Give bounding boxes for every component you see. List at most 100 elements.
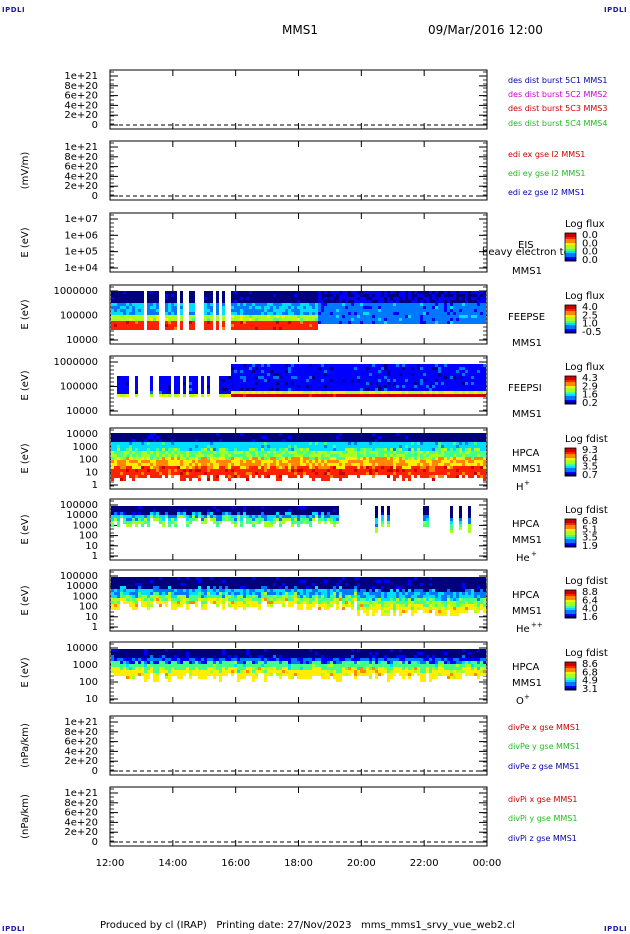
spacecraft-label: MMS1 xyxy=(512,266,542,277)
colorbar-tick-label: 3.5 xyxy=(582,462,598,473)
colorbar-title: Log fdist xyxy=(565,648,608,659)
y-tick-label: 1000000 xyxy=(53,286,98,297)
colorbar-swatch xyxy=(565,311,576,314)
y-tick-label: 1000 xyxy=(73,520,98,531)
y-tick-label: 10000 xyxy=(66,429,98,440)
colorbar-tick-label: 1.0 xyxy=(582,319,598,330)
y-tick-label: 1000 xyxy=(73,591,98,602)
panel-feepse: E (eV) 1000000 100000 10000 FEEPSE MMS1 Log fl… xyxy=(20,284,605,349)
species-label: He xyxy=(516,624,530,635)
spacecraft-label: MMS1 xyxy=(512,338,542,349)
species-charge: + xyxy=(524,479,530,487)
y-tick-label: 1e+05 xyxy=(64,247,98,258)
y-tick-label: 6e+20 xyxy=(64,162,98,173)
colorbar-frame xyxy=(564,661,577,691)
y-tick-label: 100000 xyxy=(60,382,98,393)
colorbar-swatch xyxy=(565,251,576,254)
colorbar-swatch xyxy=(565,676,576,679)
colorbar-tick-label: 3.5 xyxy=(582,533,598,544)
colorbar-tick-label: 0.0 xyxy=(582,230,598,241)
colorbar-tick-label: 1.9 xyxy=(582,541,598,552)
y-tick-label: 100000 xyxy=(60,311,98,322)
colorbar-swatch xyxy=(565,237,576,240)
y-tick-label: 10 xyxy=(85,541,98,552)
colorbar-tick-label: 1.6 xyxy=(582,612,598,623)
y-tick-label: 1000000 xyxy=(53,357,98,368)
panel-frame xyxy=(109,69,488,130)
spacecraft-label: MMS1 xyxy=(512,409,542,420)
spacecraft-label: MMS1 xyxy=(512,678,542,689)
colorbar-swatch xyxy=(565,600,576,603)
y-tick-label: 0 xyxy=(92,120,98,131)
y-tick-label: 1e+06 xyxy=(64,230,98,241)
colorbar-swatch xyxy=(565,682,576,685)
colorbar-swatch xyxy=(565,610,576,613)
colorbar-swatch xyxy=(565,470,576,473)
x-tick-label: 12:00 xyxy=(96,858,125,869)
y-axis-label: E (eV) xyxy=(20,585,31,615)
colorbar-swatch xyxy=(565,543,576,546)
y-axis-label: E (eV) xyxy=(20,370,31,400)
x-tick-label: 00:00 xyxy=(473,858,502,869)
legend-entry: edi ey gse l2 MMS1 xyxy=(508,169,586,178)
x-tick-label: 20:00 xyxy=(347,858,376,869)
colorbar-swatch xyxy=(565,537,576,540)
colorbar-tick-label: 4.0 xyxy=(582,302,598,313)
colorbar-swatch xyxy=(565,319,576,322)
colorbar-frame xyxy=(564,375,577,405)
colorbar-swatch xyxy=(565,664,576,667)
colorbar-swatch xyxy=(565,380,576,383)
colorbar-tick-label: 0.7 xyxy=(582,470,598,481)
colorbar-tick-label: 6.8 xyxy=(582,667,598,678)
y-axis-label: (nPa/km) xyxy=(20,723,31,768)
datetime-title: 09/Mar/2016 12:00 xyxy=(428,23,543,37)
panel-frame xyxy=(109,786,488,847)
colorbar-swatch xyxy=(565,458,576,461)
colorbar-swatch xyxy=(565,529,576,532)
colorbar-swatch xyxy=(565,329,576,332)
y-tick-label: 6e+20 xyxy=(64,737,98,748)
corner-label-bl: IPDLI xyxy=(2,925,26,933)
y-tick-label: 100000 xyxy=(60,571,98,582)
species-charge: ++ xyxy=(531,621,543,629)
colorbar-swatch xyxy=(565,452,576,455)
y-tick-label: 4e+20 xyxy=(64,817,98,828)
panel-frame xyxy=(109,715,488,776)
colorbar-title: Log fdist xyxy=(565,434,608,445)
colorbar-swatch xyxy=(565,688,576,691)
colorbar-swatch xyxy=(565,468,576,471)
y-tick-label: 10000 xyxy=(66,581,98,592)
colorbar-swatch xyxy=(565,670,576,673)
colorbar-swatch xyxy=(565,674,576,677)
colorbar-swatch xyxy=(565,398,576,401)
colorbar-swatch xyxy=(565,662,576,665)
y-tick-label: 6e+20 xyxy=(64,808,98,819)
colorbar-swatch xyxy=(565,307,576,310)
colorbar-swatch xyxy=(565,243,576,246)
y-tick-label: 10 xyxy=(85,612,98,623)
legend-entry: divPe x gse MMS1 xyxy=(508,723,580,732)
colorbar-frame xyxy=(564,304,577,334)
colorbar-swatch xyxy=(565,474,576,477)
y-axis-label: E (eV) xyxy=(20,443,31,473)
colorbar-swatch xyxy=(565,450,576,453)
y-tick-label: 2e+20 xyxy=(64,181,98,192)
colorbar-swatch xyxy=(565,602,576,605)
colorbar-swatch xyxy=(565,616,576,619)
colorbar-swatch xyxy=(565,590,576,593)
colorbar-swatch xyxy=(565,305,576,308)
y-tick-label: 1 xyxy=(92,551,98,562)
instrument-label: HPCA xyxy=(512,662,540,673)
spacecraft-label: MMS1 xyxy=(512,464,542,475)
colorbar-title: Log fdist xyxy=(565,576,608,587)
colorbar-swatch xyxy=(565,464,576,467)
y-tick-label: 8e+20 xyxy=(64,81,98,92)
colorbar-swatch xyxy=(565,523,576,526)
colorbar-tick-label: 6.4 xyxy=(582,595,598,606)
colorbar-swatch xyxy=(565,535,576,538)
y-tick-label: 4e+20 xyxy=(64,171,98,182)
colorbar-swatch xyxy=(565,392,576,395)
colorbar-tick-label: 3.1 xyxy=(582,684,598,695)
